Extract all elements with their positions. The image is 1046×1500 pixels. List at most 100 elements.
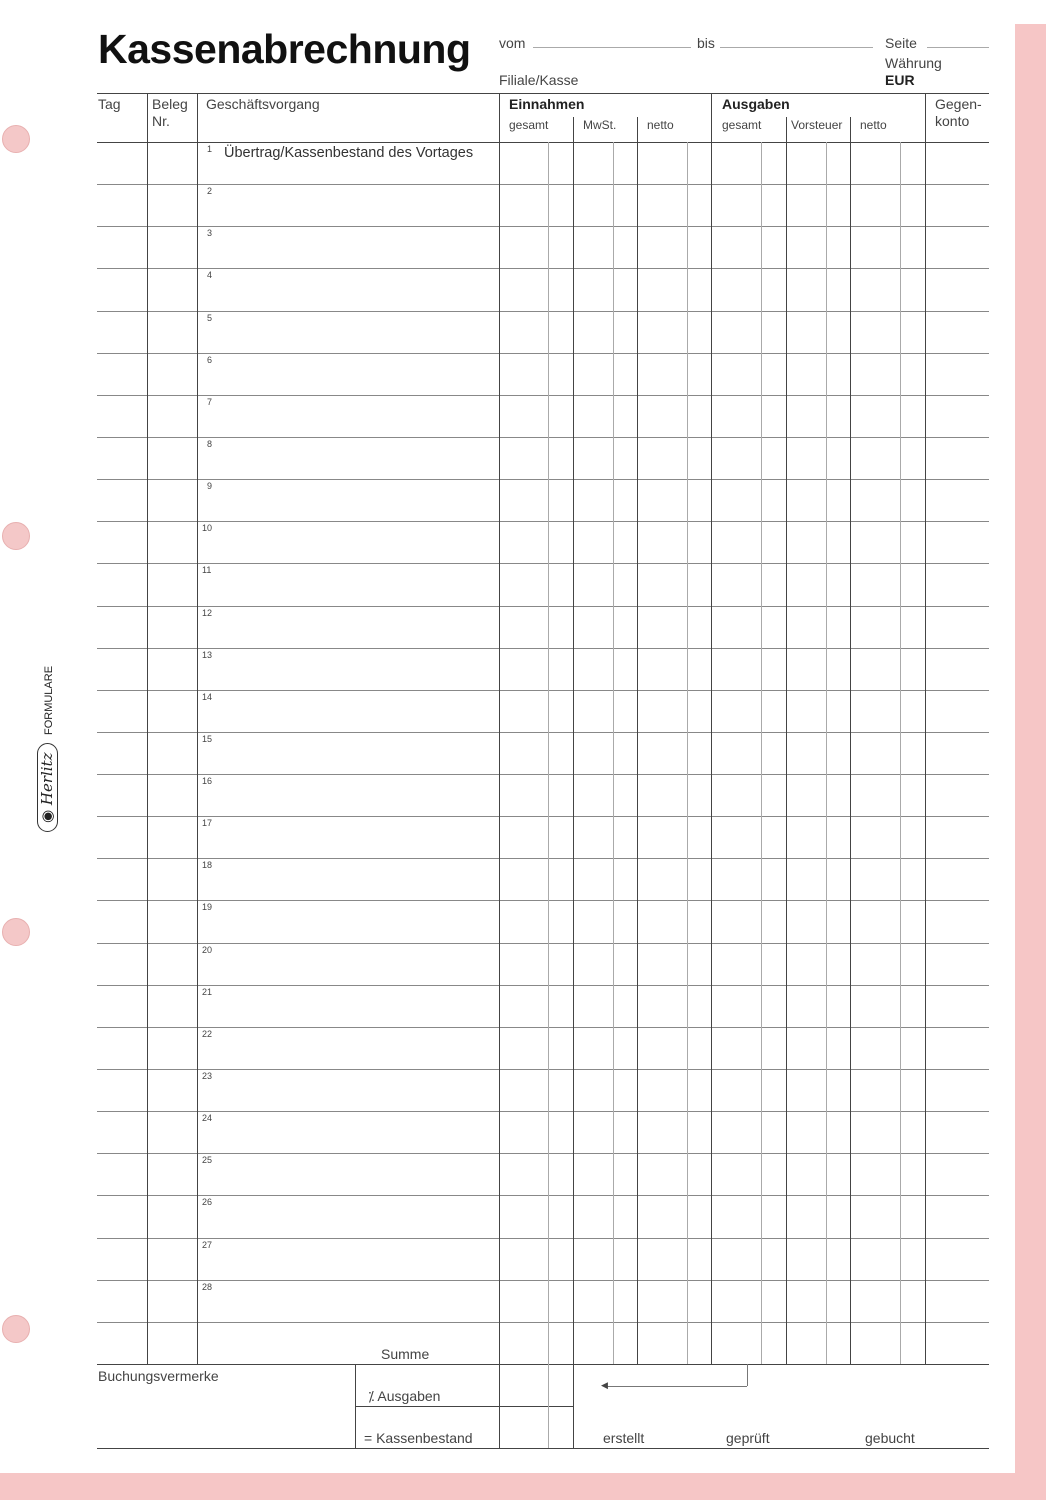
row-number: 15 (202, 733, 213, 744)
row-number: 19 (202, 902, 213, 913)
col-tag: Tag (98, 96, 121, 112)
row-line (97, 984, 989, 986)
herlitz-logo: ◉ Herlitz (37, 743, 58, 832)
col-aus-vorsteuer: Vorsteuer (791, 118, 843, 132)
row-number: 22 (202, 1028, 213, 1039)
bis-field[interactable] (720, 47, 873, 48)
arrow-line (606, 1386, 747, 1387)
row-line (97, 900, 989, 902)
row-number: 4 (207, 270, 213, 281)
punch-hole (2, 918, 30, 946)
row-line (97, 858, 989, 860)
ausgaben-label: ⁒ Ausgaben (368, 1388, 441, 1404)
row-line (97, 1195, 989, 1197)
summe-line (97, 1364, 989, 1365)
seite-field[interactable] (927, 47, 989, 48)
row-line (97, 1111, 989, 1113)
arrow-line (747, 1364, 748, 1386)
col-ein-mwst: MwSt. (583, 118, 617, 132)
column-divider (711, 142, 712, 1364)
row-line (97, 816, 989, 818)
row-number: 3 (207, 228, 213, 239)
row-line (97, 1026, 989, 1028)
header-divider (925, 93, 926, 142)
page-title: Kassenabrechnung (98, 26, 471, 72)
subheader-divider (850, 117, 851, 142)
row-line (97, 563, 989, 565)
row-number: 12 (202, 607, 213, 618)
row-number: 25 (202, 1155, 213, 1166)
row-line (97, 731, 989, 733)
row-number: 21 (202, 986, 213, 997)
col-ein-netto: netto (647, 118, 674, 132)
row-number: 11 (202, 565, 212, 576)
row-line (97, 394, 989, 396)
col-beleg-nr: Nr. (152, 113, 170, 129)
row-number: 5 (207, 312, 213, 323)
subheader-divider (637, 117, 638, 142)
herlitz-logo-text: Herlitz (38, 752, 56, 806)
punch-hole (2, 1315, 30, 1343)
currency-value: EUR (885, 72, 915, 88)
header-divider (147, 93, 148, 142)
row-number: 9 (207, 481, 213, 492)
cents-divider (687, 142, 688, 1364)
column-divider (147, 142, 148, 1364)
first-row-text: Übertrag/Kassenbestand des Vortages (224, 145, 474, 161)
row-number: 24 (202, 1113, 213, 1124)
row-number: 8 (207, 438, 213, 449)
erstellt-label[interactable]: erstellt (603, 1430, 645, 1446)
row-line (97, 1321, 989, 1323)
row-line (97, 942, 989, 944)
row-line (97, 774, 989, 776)
row-line (97, 352, 989, 354)
geprueft-label[interactable]: geprüft (726, 1430, 770, 1446)
row-number: 14 (202, 691, 213, 702)
col-gegenkonto-2: konto (935, 113, 970, 129)
row-number: 7 (207, 396, 213, 407)
row-number: 26 (202, 1197, 213, 1208)
cents-divider (826, 142, 827, 1364)
buchungsvermerke-label: Buchungsvermerke (98, 1368, 219, 1384)
row-line (97, 605, 989, 607)
header-divider (499, 93, 500, 142)
header-divider (197, 93, 198, 142)
footer-bottom-line (97, 1448, 989, 1449)
subheader-divider (786, 117, 787, 142)
row-number: 20 (202, 944, 213, 955)
brand-logo: ◉ Herlitz FORMULARE (37, 642, 61, 832)
seite-label: Seite (885, 35, 917, 51)
column-divider (850, 142, 851, 1364)
col-aus-gesamt: gesamt (722, 118, 762, 132)
row-number: 23 (202, 1071, 213, 1082)
vom-label: vom (499, 35, 526, 51)
row-line (97, 689, 989, 691)
cents-divider (548, 142, 549, 1448)
punch-hole (2, 522, 30, 550)
col-aus-netto: netto (860, 118, 887, 132)
row-line (97, 479, 989, 481)
bis-label: bis (697, 35, 715, 51)
column-divider (637, 142, 638, 1364)
header-top-line (97, 93, 989, 94)
col-ein-gesamt: gesamt (509, 118, 549, 132)
row-number: 28 (202, 1281, 213, 1292)
row-line (97, 647, 989, 649)
pink-edge-right (1015, 24, 1046, 1500)
header-divider (711, 93, 712, 142)
row-number: 10 (202, 523, 213, 534)
gebucht-label[interactable]: gebucht (865, 1430, 915, 1446)
col-ausgaben: Ausgaben (722, 96, 790, 112)
filiale-label[interactable]: Filiale/Kasse (499, 72, 579, 88)
row-number: 17 (202, 818, 213, 829)
brand-label: FORMULARE (43, 665, 55, 736)
pink-edge-bottom (0, 1473, 1046, 1500)
row-line (97, 1069, 989, 1071)
row-number: 16 (202, 776, 213, 787)
row-line (97, 1237, 989, 1239)
row-line (97, 184, 989, 186)
column-divider (573, 142, 574, 1448)
vom-field[interactable] (533, 47, 691, 48)
kassenbestand-label: = Kassenbestand (364, 1430, 473, 1446)
row-line (97, 310, 989, 312)
